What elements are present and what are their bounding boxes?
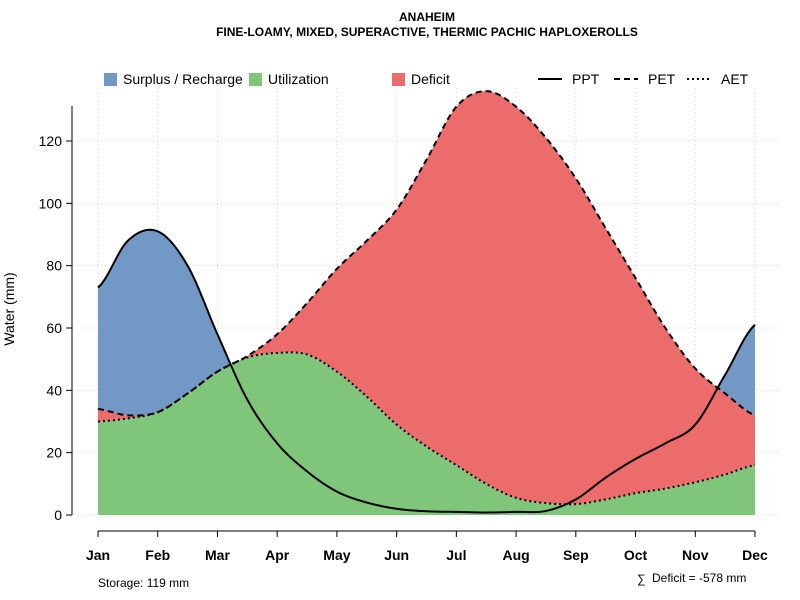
chart-title: ANAHEIM <box>399 10 455 24</box>
x-tick-label-mar: Mar <box>205 547 230 563</box>
x-tick-label-dec: Dec <box>742 547 768 563</box>
x-tick-label-jan: Jan <box>86 547 110 563</box>
x-tick-label-aug: Aug <box>502 547 529 563</box>
legend-item-surplus: Surplus / Recharge <box>104 71 243 87</box>
y-tick-label: 40 <box>46 382 62 398</box>
legend-item-pet: PET <box>614 71 676 87</box>
legend-item-deficit: Deficit <box>392 71 450 87</box>
legend-swatch-utilization <box>249 73 262 86</box>
legend-label-utilization: Utilization <box>268 71 329 87</box>
pet-line <box>97 90 756 417</box>
y-tick-label: 60 <box>46 320 62 336</box>
ppt-line <box>97 228 756 514</box>
y-tick-label: 20 <box>46 445 62 461</box>
series-lines <box>97 90 756 514</box>
legend-swatch-deficit <box>392 73 405 86</box>
legend-label-aet: AET <box>721 71 749 87</box>
legend-item-utilization: Utilization <box>249 71 329 87</box>
deficit-annotation: Deficit = -578 mm <box>652 571 746 585</box>
legend-item-ppt: PPT <box>538 71 600 87</box>
legend-label-ppt: PPT <box>572 71 600 87</box>
legend-label-surplus: Surplus / Recharge <box>123 71 243 87</box>
chart-subtitle: FINE-LOAMY, MIXED, SUPERACTIVE, THERMIC … <box>216 25 638 39</box>
legend-item-aet: AET <box>687 71 749 87</box>
y-axis-label: Water (mm) <box>1 272 17 345</box>
y-tick-label: 120 <box>39 133 63 149</box>
legend-swatch-surplus <box>104 73 117 86</box>
x-tick-label-jul: Jul <box>446 547 466 563</box>
x-tick-label-apr: Apr <box>265 547 290 563</box>
x-tick-label-nov: Nov <box>682 547 709 563</box>
legend: Surplus / Recharge Utilization Deficit PPT P… <box>104 71 749 87</box>
legend-label-deficit: Deficit <box>411 71 450 87</box>
area-fills <box>98 91 755 515</box>
deficit-area <box>98 91 755 505</box>
storage-annotation: Storage: 119 mm <box>98 576 189 590</box>
y-tick-label: 0 <box>54 507 62 523</box>
y-tick-label: 80 <box>46 258 62 274</box>
utilization-area <box>98 352 755 515</box>
x-tick-label-feb: Feb <box>145 547 170 563</box>
y-tick-label: 100 <box>39 195 63 211</box>
x-tick-label-may: May <box>323 547 350 563</box>
surplus-area <box>98 91 755 416</box>
deficit-sum-symbol: ∑ <box>637 572 646 586</box>
x-tick-label-oct: Oct <box>624 547 648 563</box>
x-tick-label-jun: Jun <box>384 547 409 563</box>
x-tick-label-sep: Sep <box>563 547 589 563</box>
legend-label-pet: PET <box>648 71 676 87</box>
axes: 0 20 40 60 80 100 120 Jan Feb Mar Apr May Jun Jul Aug S… <box>39 105 768 563</box>
